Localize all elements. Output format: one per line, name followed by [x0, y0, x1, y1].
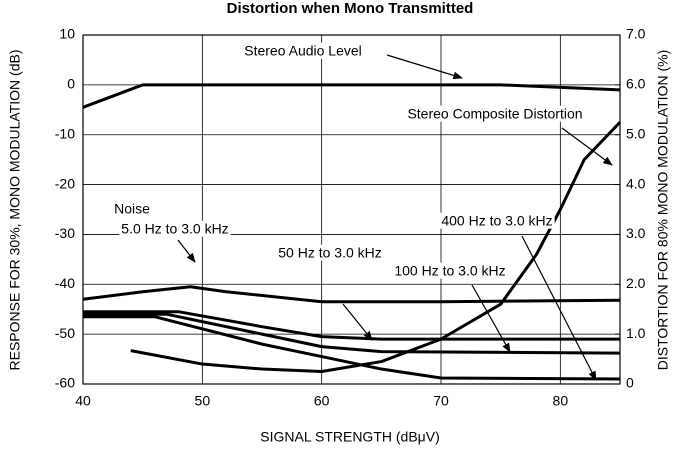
series-line — [82, 285, 621, 304]
x-tick-label: 50 — [195, 393, 211, 409]
annotation-bg — [276, 244, 384, 261]
annotation-bg — [439, 212, 555, 229]
y2-axis-label: DISTORTION FOR 80% MONO MODULATION (%) — [655, 50, 671, 370]
series-line — [83, 310, 620, 341]
annotation-arrow — [471, 284, 511, 353]
annotation-bg — [119, 220, 231, 237]
y-tick-label: 0 — [67, 76, 75, 92]
x-tick-label: 80 — [553, 393, 569, 409]
series-line — [83, 312, 621, 355]
x-tick-label: 70 — [433, 393, 449, 409]
y2-tick-label: 3.0 — [626, 225, 646, 241]
y2-tick-label: 2.0 — [626, 275, 646, 291]
annotation-bg — [112, 200, 153, 217]
annotation-bg — [242, 42, 364, 59]
annotation: Stereo Composite Distortion — [407, 106, 582, 122]
annotation-bg — [392, 262, 508, 279]
y2-tick-label: 5.0 — [626, 125, 646, 141]
annotation-arrow — [386, 54, 463, 80]
y-tick-label: -60 — [55, 375, 75, 391]
y-tick-label: -40 — [55, 275, 75, 291]
series-line — [82, 83, 621, 109]
annotation: 50 Hz to 3.0 kHz — [278, 245, 382, 261]
y-tick-label: -10 — [55, 125, 75, 141]
y-axis-label: RESPONSE FOR 30%, MONO MODULATION (dB) — [7, 49, 23, 370]
y-tick-label: -50 — [55, 325, 75, 341]
annotation-bg — [405, 105, 585, 122]
annotation: 5.0 Hz to 3.0 kHz — [121, 221, 228, 237]
series-line — [83, 315, 621, 381]
y-tick-label: -20 — [55, 175, 75, 191]
y2-tick-label: 7.0 — [626, 26, 646, 42]
y2-tick-label: 6.0 — [626, 76, 646, 92]
x-tick-label: 40 — [75, 393, 91, 409]
y-tick-label: 10 — [59, 26, 75, 42]
annotation: 100 Hz to 3.0 kHz — [394, 263, 505, 279]
y-tick-label: -30 — [55, 225, 75, 241]
y2-tick-label: 0 — [626, 375, 634, 391]
y2-tick-label: 4.0 — [626, 175, 646, 191]
annotation-arrow — [342, 303, 373, 341]
y2-tick-label: 1.0 — [626, 325, 646, 341]
x-tick-label: 60 — [314, 393, 330, 409]
chart-title: Distortion when Mono Transmitted — [227, 0, 474, 17]
annotation: 400 Hz to 3.0 kHz — [441, 213, 552, 229]
annotation: Noise — [114, 201, 150, 217]
annotation-arrow — [521, 235, 597, 381]
annotation-arrow — [177, 239, 196, 263]
annotation: Stereo Audio Level — [244, 43, 362, 59]
plot-frame — [82, 34, 621, 385]
annotation-arrow — [561, 127, 613, 166]
x-axis-label: SIGNAL STRENGTH (dBμV) — [260, 429, 439, 445]
